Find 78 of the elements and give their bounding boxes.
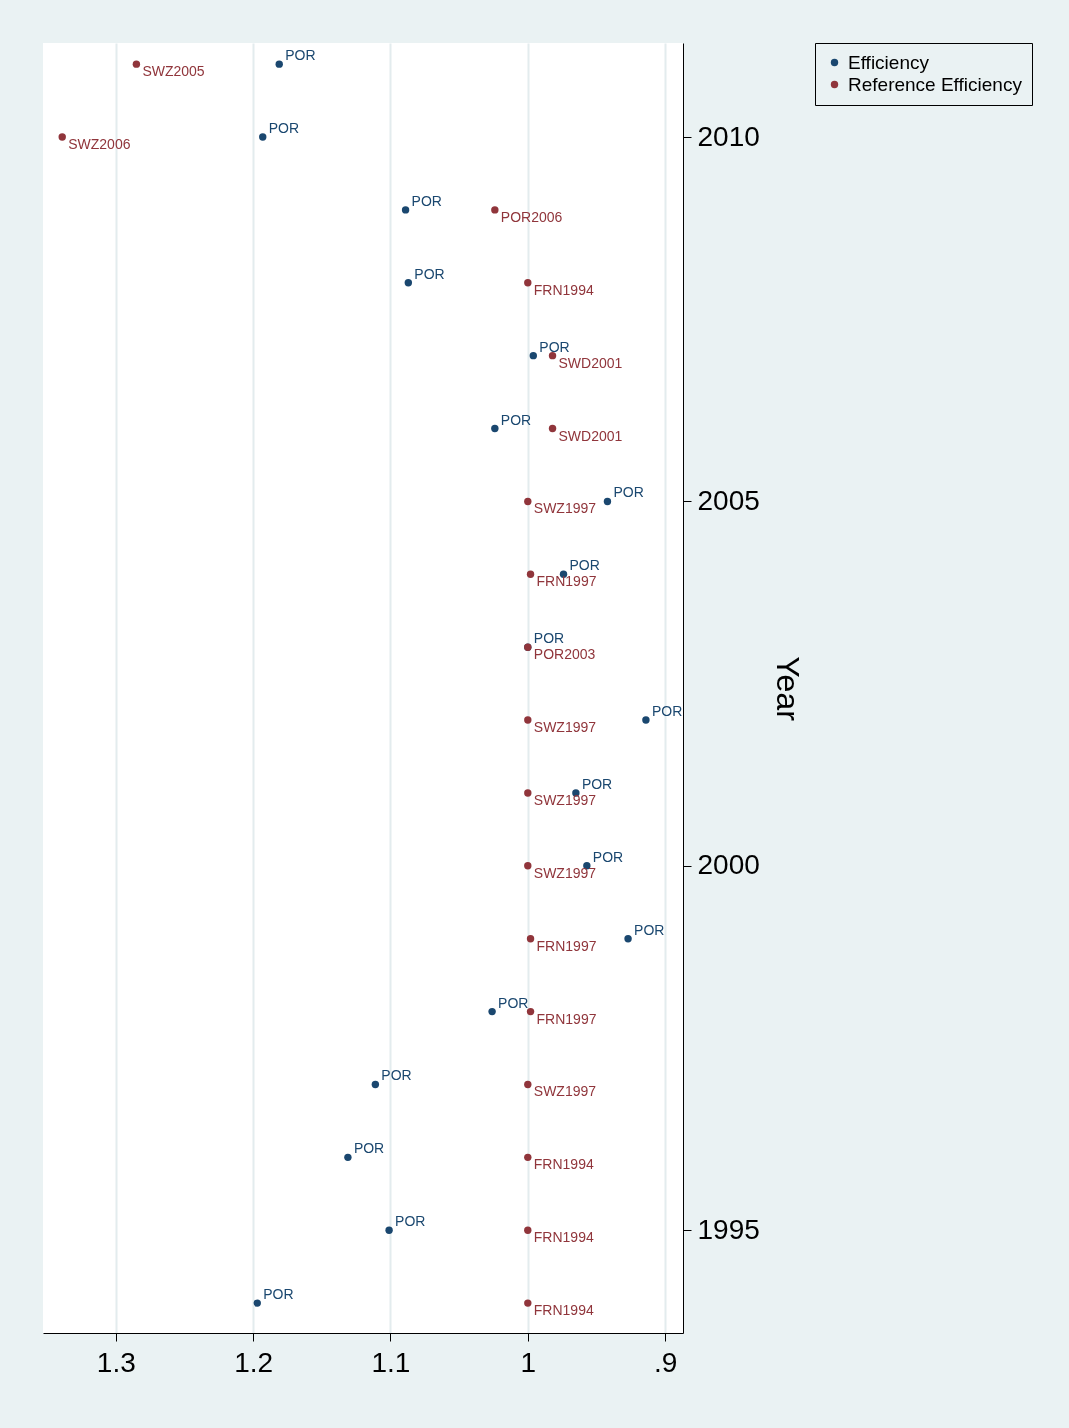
data-label: POR	[285, 47, 316, 64]
data-label: POR	[395, 1213, 426, 1230]
legend-label: Reference Efficiency	[848, 73, 1023, 95]
data-label: POR2003	[533, 646, 596, 663]
data-label: SWD2001	[558, 427, 623, 444]
point	[524, 497, 532, 506]
point	[603, 497, 612, 506]
point	[624, 935, 632, 943]
data-label: SWZ2005	[142, 63, 205, 80]
point	[132, 60, 141, 68]
point	[58, 133, 66, 141]
x-tick-label: 1	[520, 1346, 537, 1378]
y-tick-label: 2010	[697, 120, 760, 152]
point	[524, 1080, 532, 1089]
point	[642, 716, 650, 724]
point	[548, 424, 557, 433]
data-label: POR	[498, 994, 529, 1011]
data-label: POR	[381, 1067, 412, 1084]
point	[404, 279, 413, 287]
data-label: SWZ1997	[533, 1083, 597, 1100]
legend-label: Efficiency	[848, 51, 930, 73]
point	[275, 60, 283, 68]
data-label: SWZ1997	[533, 864, 597, 881]
data-label: SWZ1997	[533, 500, 597, 517]
y-tick-label: 1995	[697, 1213, 760, 1245]
point	[529, 351, 538, 360]
point	[524, 716, 532, 724]
data-label: POR	[539, 338, 570, 355]
data-label: POR	[634, 921, 665, 938]
data-label: FRN1994	[533, 1302, 594, 1319]
point	[344, 1153, 352, 1162]
point	[526, 570, 535, 579]
x-tick-label: 1.1	[371, 1346, 411, 1378]
data-label: POR	[533, 630, 565, 647]
data-label: FRN1994	[533, 1229, 594, 1246]
point	[488, 1007, 496, 1016]
point	[259, 133, 267, 141]
data-label: POR	[581, 775, 613, 792]
data-label: SWZ1997	[533, 719, 597, 736]
point	[491, 206, 499, 214]
point	[524, 789, 532, 797]
point	[491, 424, 499, 433]
data-label: SWZ2006	[68, 136, 131, 153]
point	[385, 1226, 393, 1234]
data-label: POR	[500, 411, 532, 428]
data-label: POR	[353, 1140, 385, 1157]
data-label: SWD2001	[558, 354, 623, 371]
point	[524, 279, 532, 287]
data-label: FRN1994	[533, 281, 594, 298]
data-label: FRN1994	[533, 1156, 594, 1173]
data-label: SWZ1997	[533, 791, 597, 808]
x-tick-label: .9	[653, 1346, 678, 1378]
data-label: POR	[414, 265, 445, 282]
point	[371, 1080, 380, 1089]
data-label: POR	[651, 703, 683, 720]
data-label: POR	[268, 120, 300, 137]
point	[253, 1299, 261, 1307]
point	[401, 206, 410, 214]
point	[526, 1007, 535, 1016]
data-label: FRN1997	[536, 937, 597, 954]
data-label: POR2006	[500, 208, 563, 225]
point	[524, 1226, 532, 1234]
data-label: FRN1997	[536, 1010, 597, 1027]
data-label: POR	[411, 192, 442, 209]
y-tick-label: 2005	[697, 484, 760, 516]
y-tick-label: 2000	[697, 849, 760, 881]
point	[524, 1153, 532, 1162]
point	[526, 935, 535, 943]
x-tick-label: 1.3	[96, 1346, 136, 1378]
x-tick-label: 1.2	[234, 1346, 274, 1378]
point	[524, 862, 532, 870]
data-label: POR	[569, 557, 600, 574]
data-label: POR	[592, 848, 624, 865]
data-label: POR	[613, 484, 644, 501]
y-axis-title: Year	[769, 656, 806, 722]
data-label: POR	[263, 1286, 294, 1303]
point	[524, 1299, 532, 1307]
data-label: FRN1997	[536, 573, 597, 590]
